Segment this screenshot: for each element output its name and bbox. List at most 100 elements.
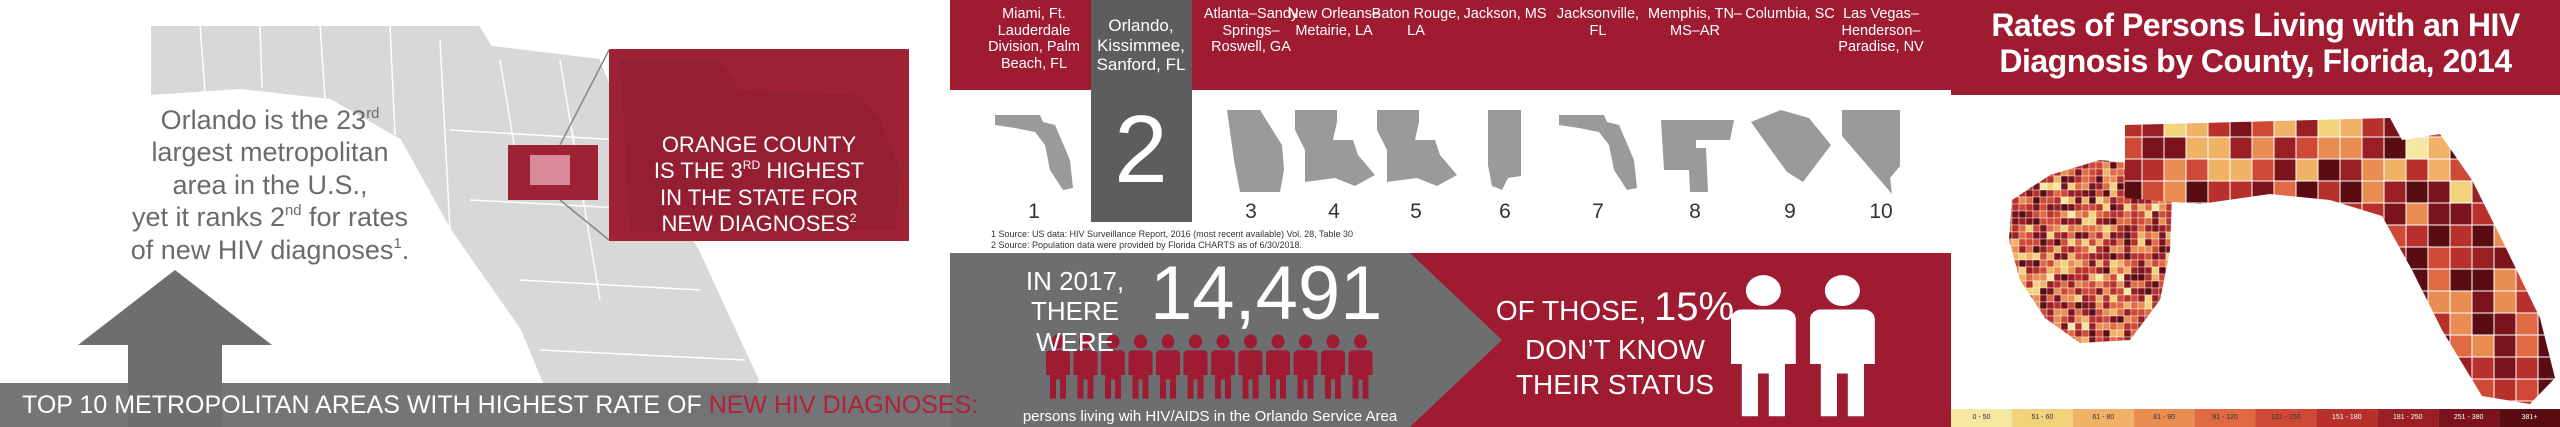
county-cell (2116, 252, 2125, 261)
county-cell (2060, 224, 2069, 233)
county-cell (2046, 329, 2055, 338)
county-cell (2165, 280, 2172, 289)
legend-label: 81 - 90 (2153, 414, 2176, 421)
county-cell (2046, 252, 2055, 261)
county-cell (2011, 196, 2020, 205)
county-cell (2295, 246, 2319, 270)
county-cell (2075, 344, 2082, 351)
county-cell (2067, 315, 2076, 324)
county-cell (2088, 210, 2097, 219)
county-cell (2173, 232, 2180, 239)
county-cell (2537, 180, 2555, 204)
county-cell (2074, 336, 2083, 343)
county-cell (2060, 287, 2069, 296)
county-cell (2493, 268, 2517, 292)
county-cell (2067, 231, 2076, 240)
county-cell (2060, 161, 2069, 170)
county-cell (2295, 136, 2319, 160)
rank: 6 (1499, 200, 1511, 223)
county-cell (2130, 329, 2139, 338)
superscript: rd (366, 105, 380, 122)
county-cell (2151, 336, 2160, 343)
county-cell (2493, 246, 2517, 270)
metro-name: Jacksonville, FL (1556, 6, 1640, 39)
county-cell (2109, 329, 2118, 338)
county-cell (2005, 344, 2012, 351)
county-cell (2074, 217, 2083, 226)
county-cell (2081, 168, 2090, 177)
legend-label: 251 - 380 (2453, 414, 2484, 421)
county-cell (2339, 378, 2363, 402)
county-cell (2144, 252, 2153, 261)
county-cell (2039, 315, 2048, 324)
county-cell (2025, 160, 2034, 163)
county-cell (2095, 252, 2104, 261)
county-cell (2537, 378, 2555, 402)
county-cell (2251, 290, 2275, 314)
county-cell (2109, 231, 2118, 240)
county-cell (2537, 158, 2555, 182)
county-cell (2493, 180, 2517, 204)
county-cell (2159, 344, 2166, 351)
county-cell (2123, 259, 2132, 268)
county-cell (2449, 246, 2473, 270)
stats-year: IN 2017, (1025, 266, 1125, 296)
county-cell (2109, 287, 2118, 296)
county-cell (2060, 329, 2069, 338)
county-cell (2018, 336, 2027, 343)
rank: 9 (1784, 200, 1796, 223)
county-cell (2339, 202, 2363, 226)
county-cell (2109, 175, 2118, 184)
unaware-text: OF THOSE, 15% DON’T KNOW THEIR STATUS (1455, 282, 1775, 402)
county-cell (2273, 136, 2297, 160)
county-cell (2137, 329, 2146, 338)
county-cell (2032, 231, 2041, 240)
county-cell (2018, 301, 2027, 310)
county-cell (2273, 180, 2297, 204)
legend-swatch (2072, 409, 2134, 427)
county-cell (2141, 356, 2165, 380)
county-cell (2123, 203, 2132, 212)
county-cell (2009, 280, 2013, 289)
county-cell (2383, 246, 2407, 270)
county-cell (2039, 266, 2048, 275)
text-line: IS THE 3RD HIGHEST (609, 158, 909, 184)
callout-county (620, 60, 900, 232)
county-cell (2515, 400, 2539, 404)
county-cell (2173, 295, 2180, 302)
county-cell (2074, 203, 2083, 212)
county-cell (2361, 158, 2385, 182)
county-cell (2053, 160, 2062, 163)
county-cell (2141, 378, 2165, 402)
county-cell (2229, 224, 2253, 248)
county-cell (2123, 245, 2132, 254)
text-line: of new HIV diagnoses1. (90, 234, 450, 266)
county-cell (2046, 315, 2055, 324)
county-cell (2039, 252, 2048, 261)
county-cell (2046, 287, 2055, 296)
county-cell (2185, 268, 2209, 292)
county-cell (2130, 308, 2139, 317)
county-cell (2273, 290, 2297, 314)
county-cell (2165, 336, 2172, 343)
county-cell (2427, 268, 2451, 292)
county-cell (2449, 356, 2473, 380)
county-cell (2109, 280, 2118, 289)
county-cell (2449, 118, 2473, 138)
county-cell (2060, 168, 2069, 177)
rank: 1 (1028, 200, 1040, 223)
county-cell (2537, 290, 2555, 314)
county-cell (2053, 322, 2062, 331)
footnote: 1 Source: US data: HIV Surveillance Repo… (991, 229, 1354, 239)
county-cell (2493, 136, 2517, 160)
county-cell (2493, 334, 2517, 358)
county-cell (2144, 336, 2153, 343)
county-cell (2537, 246, 2555, 270)
county-cell (2060, 189, 2069, 198)
county-cell (2067, 175, 2076, 184)
county-cell (2273, 246, 2297, 270)
county-cell (2251, 202, 2275, 226)
county-cell (2081, 203, 2090, 212)
county-cell (2165, 329, 2172, 338)
county-cell (2018, 287, 2027, 296)
